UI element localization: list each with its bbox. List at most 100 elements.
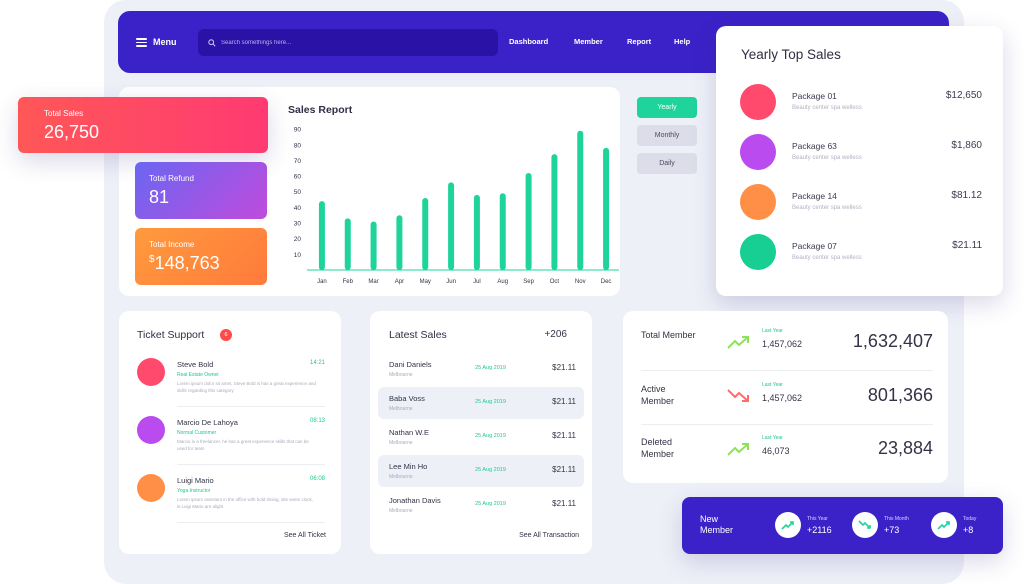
sale-row[interactable]: Dani Daniels Melbourne 25 Aug 2019 $21.1…: [378, 353, 584, 385]
ticket-name: Steve Bold: [177, 360, 214, 369]
bar: [370, 221, 377, 270]
bar: [603, 147, 610, 270]
package-sub: Beauty center spa welless: [792, 205, 862, 211]
new-member-title: New Member: [700, 514, 734, 536]
sale-name: Jonathan Davis: [389, 496, 441, 505]
package-price: $21.11: [952, 240, 982, 251]
ticket-count-badge: 6: [220, 329, 232, 341]
avatar: [137, 358, 165, 386]
ticket-role: Normal Customer: [177, 430, 217, 436]
divider: [177, 522, 325, 523]
sale-amount: $21.11: [552, 397, 576, 406]
latest-sales-title: Latest Sales: [389, 329, 447, 341]
sale-date: 25 Aug 2019: [475, 399, 506, 405]
nav-report[interactable]: Report: [627, 37, 652, 46]
top-sales-title: Yearly Top Sales: [741, 47, 841, 62]
sale-row[interactable]: Baba Voss Melbourne 25 Aug 2019 $21.11: [378, 387, 584, 419]
search-icon: [208, 38, 216, 47]
sale-row[interactable]: Lee Min Ho Melbourne 25 Aug 2019 $21.11: [378, 455, 584, 487]
sale-amount: $21.11: [552, 465, 576, 474]
sale-row[interactable]: Nathan W.E Melbourne 25 Aug 2019 $21.11: [378, 421, 584, 453]
x-tick-label: Dec: [601, 279, 612, 285]
total-income-value: 148,763: [154, 253, 220, 273]
sales-bar-chart: 10 20 30 40 50 60 70 80 90 Jan Feb Mar Apr May Jun Jul A…: [294, 127, 619, 285]
last-year-label: Last Year: [762, 328, 783, 334]
yearly-top-sales-card: Yearly Top Sales Package 01 Beauty cente…: [716, 26, 1003, 296]
member-stat-row: Deleted Member Last Year 46,073 23,884: [641, 425, 933, 477]
ticket-item[interactable]: Luigi Mario Yoga Instructor 06:08 Lorem …: [137, 474, 325, 526]
sale-location: Melbourne: [389, 474, 413, 480]
last-year-label: Last Year: [762, 435, 783, 441]
sale-date: 25 Aug 2019: [475, 501, 506, 507]
sale-amount: $21.11: [552, 363, 576, 372]
search-input[interactable]: [221, 39, 471, 46]
package-dot: [740, 84, 776, 120]
menu-button[interactable]: Menu: [136, 36, 177, 49]
member-stat-label: Total Member: [641, 330, 696, 340]
ticket-name: Marcio De Lahoya: [177, 418, 238, 427]
search-bar[interactable]: [198, 29, 498, 56]
y-tick-label: 60: [294, 174, 302, 181]
sale-name: Dani Daniels: [389, 360, 432, 369]
new-member-card: New Member This Year +2116 This Month +7…: [682, 497, 1003, 554]
package-price: $81.12: [951, 190, 982, 201]
ticket-item[interactable]: Marcio De Lahoya Normal Customer 08:13 M…: [137, 416, 325, 468]
top-sales-item[interactable]: Package 01 Beauty center spa welless $12…: [740, 84, 982, 120]
period-yearly-button[interactable]: Yearly: [637, 97, 697, 118]
x-tick-label: Sep: [523, 279, 534, 285]
x-tick-label: Mar: [368, 279, 378, 285]
x-tick-label: Nov: [575, 279, 586, 285]
menu-label: Menu: [153, 37, 177, 48]
x-tick-label: Feb: [343, 279, 354, 285]
member-stats-card: Total Member Last Year 1,457,062 1,632,4…: [623, 311, 948, 483]
bar: [551, 154, 558, 270]
total-income-card[interactable]: Total Income $148,763: [135, 228, 267, 285]
ticket-item[interactable]: Steve Bold Real Estate Owner 14:21 Lorem…: [137, 358, 325, 410]
package-price: $12,650: [945, 90, 982, 101]
sale-name: Nathan W.E: [389, 428, 430, 437]
new-member-value: +8: [963, 525, 974, 535]
package-dot: [740, 184, 776, 220]
ticket-role: Real Estate Owner: [177, 372, 219, 378]
nav-help[interactable]: Help: [674, 37, 691, 46]
top-sales-item[interactable]: Package 63 Beauty center spa welless $1,…: [740, 134, 982, 170]
member-stat-row: Total Member Last Year 1,457,062 1,632,4…: [641, 318, 933, 370]
see-all-ticket-link[interactable]: See All Ticket: [283, 532, 326, 539]
sale-location: Melbourne: [389, 372, 413, 378]
divider: [641, 424, 933, 425]
sale-amount: $21.11: [552, 499, 576, 508]
bar: [525, 172, 532, 270]
total-sales-label: Total Sales: [44, 109, 84, 118]
member-stat-row: Active Member Last Year 1,457,062 801,36…: [641, 372, 933, 424]
nav-dashboard[interactable]: Dashboard: [509, 37, 549, 46]
total-sales-card[interactable]: Total Sales 26,750: [18, 97, 268, 153]
sale-row[interactable]: Jonathan Davis Melbourne 25 Aug 2019 $21…: [378, 489, 584, 521]
trend-up-icon: [727, 336, 749, 349]
period-monthly-button[interactable]: Monthly: [637, 125, 697, 146]
ticket-name: Luigi Mario: [177, 476, 214, 485]
sale-location: Melbourne: [389, 440, 413, 446]
latest-sales-card: Latest Sales +206 Dani Daniels Melbourne…: [370, 311, 592, 554]
y-tick-label: 40: [294, 205, 302, 212]
package-name: Package 63: [792, 141, 837, 151]
total-income-label: Total Income: [149, 240, 195, 249]
period-daily-button[interactable]: Daily: [637, 153, 697, 174]
package-name: Package 01: [792, 91, 837, 101]
currency-symbol: $: [149, 254, 155, 265]
top-sales-item[interactable]: Package 14 Beauty center spa welless $81…: [740, 184, 982, 220]
ticket-role: Yoga Instructor: [177, 488, 211, 494]
sales-report-title: Sales Report: [288, 104, 353, 116]
last-year-value: 46,073: [762, 446, 790, 456]
package-sub: Beauty center spa welless: [792, 105, 862, 111]
member-stat-value: 801,366: [867, 385, 933, 405]
total-refund-card[interactable]: Total Refund 81: [135, 162, 267, 219]
see-all-transaction-link[interactable]: See All Transaction: [519, 532, 579, 539]
new-member-value: +2116: [807, 525, 832, 535]
sale-amount: $21.11: [552, 431, 576, 440]
top-sales-item[interactable]: Package 07 Beauty center spa welless $21…: [740, 234, 982, 270]
x-tick-label: Jan: [317, 279, 327, 285]
trend-up-icon: [775, 512, 801, 538]
avatar: [137, 474, 165, 502]
sale-date: 25 Aug 2019: [475, 467, 506, 473]
nav-member[interactable]: Member: [574, 37, 603, 46]
